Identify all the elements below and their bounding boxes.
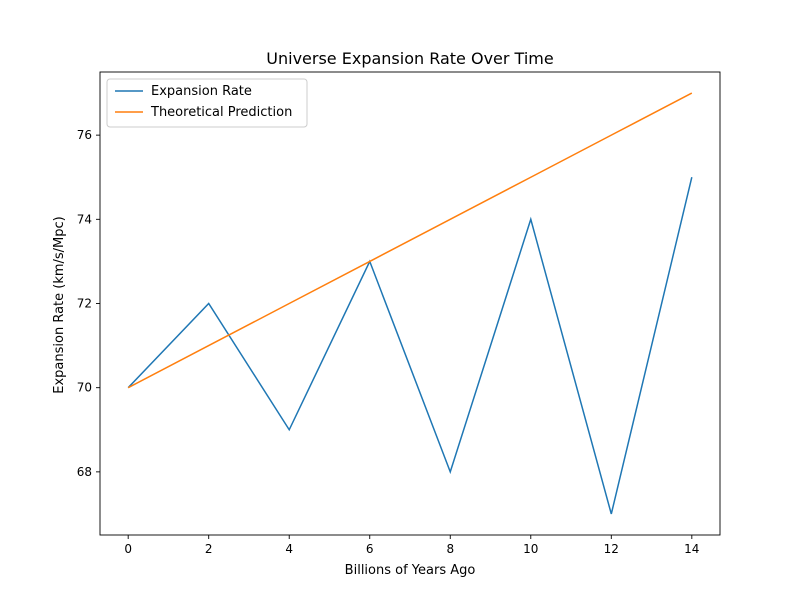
legend: Expansion Rate Theoretical Prediction [106, 78, 308, 128]
series-line-theoretical-prediction [127, 92, 693, 389]
legend-label: Theoretical Prediction [150, 105, 292, 120]
legend-label: Expansion Rate [151, 84, 252, 99]
legend-box [106, 78, 308, 128]
x-tick-label: 6 [366, 542, 374, 556]
x-tick-label: 4 [285, 542, 293, 556]
x-tick-label: 12 [604, 542, 619, 556]
x-tick-label: 8 [446, 542, 454, 556]
y-tick-label: 74 [77, 212, 92, 226]
x-tick-label: 14 [684, 542, 699, 556]
x-tick-label: 0 [124, 542, 132, 556]
x-axis-ticks: 0 2 4 6 8 10 12 14 [124, 535, 699, 556]
y-tick-label: 70 [77, 381, 92, 395]
plot-area [99, 71, 721, 536]
x-axis-label: Billions of Years Ago [345, 563, 476, 578]
series-layer [127, 92, 693, 515]
plot-frame [99, 71, 721, 536]
y-axis-ticks: 68 70 72 74 76 [77, 128, 100, 479]
y-tick-label: 68 [77, 465, 92, 479]
chart-title: Universe Expansion Rate Over Time [266, 49, 553, 68]
x-tick-label: 2 [205, 542, 213, 556]
series-line-expansion-rate [127, 177, 693, 515]
y-tick-label: 76 [77, 128, 92, 142]
y-axis-label: Expansion Rate (km/s/Mpc) [52, 216, 67, 394]
x-tick-label: 10 [523, 542, 538, 556]
y-tick-label: 72 [77, 297, 92, 311]
